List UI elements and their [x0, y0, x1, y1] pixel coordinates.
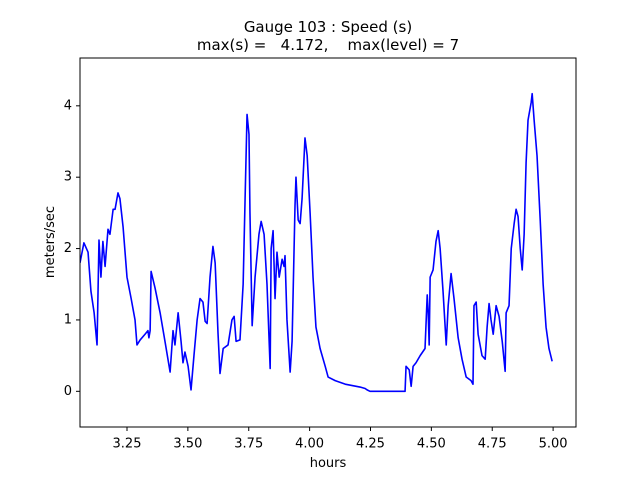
x-tick-label: 3.25	[113, 437, 142, 452]
x-tick-label: 4.50	[417, 437, 446, 452]
chart-subtitle: max(s) = 4.172, max(level) = 7	[197, 36, 459, 54]
x-tick-label: 5.00	[539, 437, 568, 452]
y-axis-label: meters/sec	[43, 206, 58, 278]
plot-frame	[79, 57, 577, 428]
x-axis-label: hours	[310, 456, 347, 471]
y-tick-label: 0	[64, 384, 72, 399]
y-tick-label: 1	[64, 312, 72, 327]
chart-title: Gauge 103 : Speed (s)	[244, 18, 412, 36]
x-tick-label: 3.50	[173, 437, 202, 452]
data-line	[80, 92, 553, 393]
y-tick-label: 4	[64, 98, 72, 113]
y-tick-label: 2	[64, 241, 72, 256]
x-tick-label: 3.75	[234, 437, 263, 452]
y-tick-label: 3	[64, 170, 72, 185]
x-tick-label: 4.75	[478, 437, 507, 452]
x-tick-label: 4.25	[356, 437, 385, 452]
x-tick-label: 4.00	[295, 437, 324, 452]
